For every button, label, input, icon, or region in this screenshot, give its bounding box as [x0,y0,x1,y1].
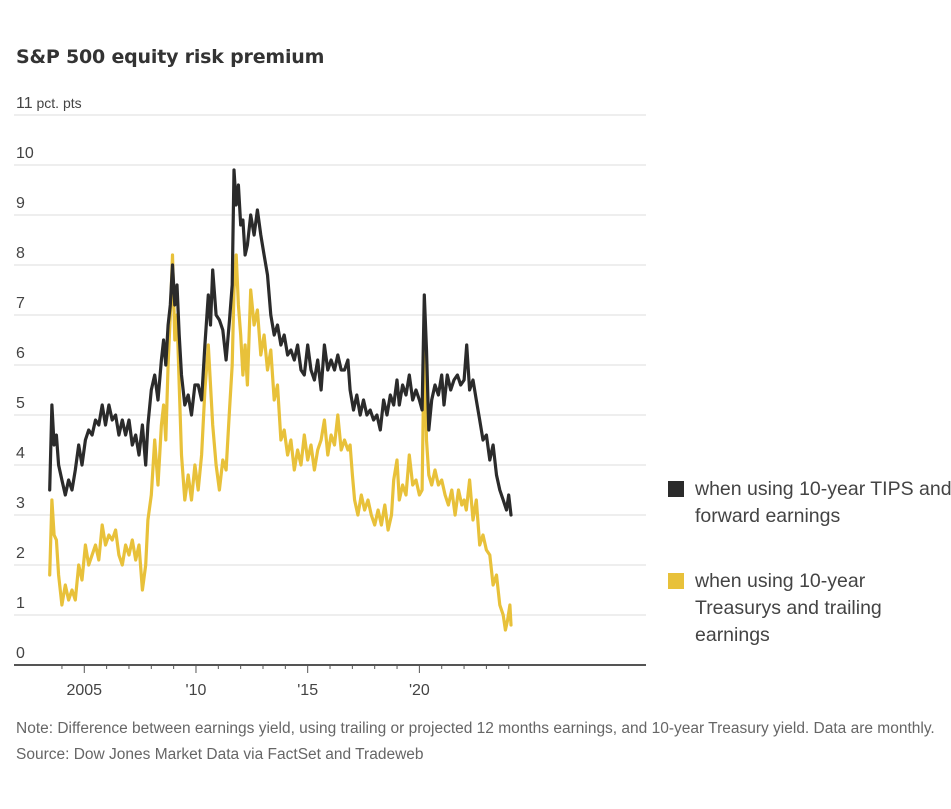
y-tick-label: 4 [16,445,25,462]
series-line-tips-forward [48,168,513,517]
y-tick-label: 11 pct. pts [16,95,82,112]
y-tick-label: 10 [16,145,34,162]
y-tick-label: 0 [16,645,25,662]
legend-swatch-black [668,481,684,497]
series-lines [48,168,513,632]
x-axis: 2005 '10 '15 '20 [14,664,646,699]
x-tick-label: '20 [409,682,430,699]
x-tick-label: '10 [186,682,207,699]
x-tick-label: '15 [297,682,318,699]
chart-title: S&P 500 equity risk premium [16,46,325,68]
y-tick-label: 9 [16,195,25,212]
note-text: Note: Difference between earnings yield,… [16,720,935,737]
y-tick-label: 5 [16,395,25,412]
y-tick-label: 1 [16,595,25,612]
series-line-treasury-trailing [48,253,513,632]
y-tick-label: 8 [16,245,25,262]
legend-swatch-yellow [668,573,684,589]
y-tick-label: 3 [16,495,25,512]
legend-label: when using 10-year Treasurys and trailin… [695,570,882,646]
legend-label: when using 10-year TIPS and forward earn… [695,478,951,527]
y-tick-label: 2 [16,545,25,562]
source-text: Source: Dow Jones Market Data via FactSe… [16,746,424,763]
x-tick-label: 2005 [66,682,102,699]
chart-footnote: Note: Difference between earnings yield,… [16,716,946,768]
chart-plot: 0 1 2 3 4 5 6 7 8 9 10 11 pct. pts 2005 '10 '15 '20 [14,95,646,699]
gridlines [14,114,646,616]
legend-item-treasurys: when using 10-year Treasurys and trailin… [668,568,925,649]
y-tick-label: 7 [16,295,25,312]
legend-item-tips: when using 10-year TIPS and forward earn… [668,476,951,530]
y-axis-ticks: 0 1 2 3 4 5 6 7 8 9 10 11 pct. pts [16,95,82,662]
y-tick-label: 6 [16,345,25,362]
